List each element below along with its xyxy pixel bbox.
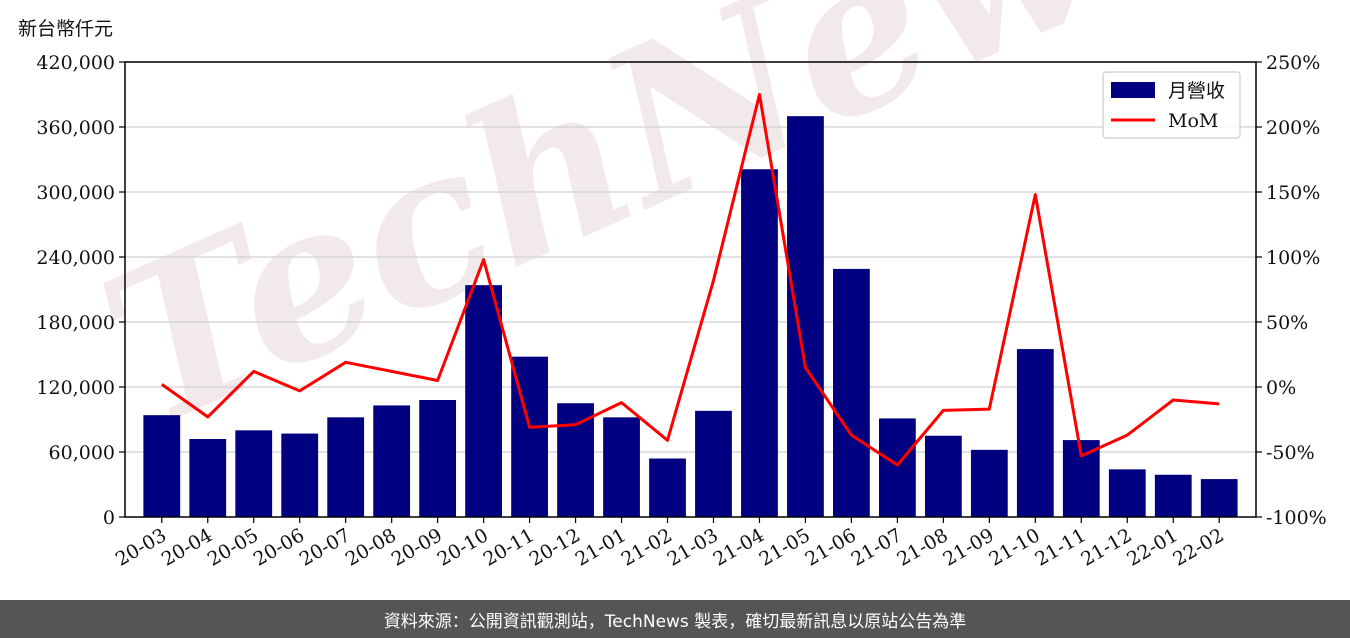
x-tick-label: 21-10 bbox=[985, 524, 1043, 570]
bar bbox=[373, 405, 411, 517]
x-tick-label: 20-04 bbox=[158, 524, 216, 570]
bar bbox=[1200, 479, 1238, 517]
bar bbox=[1154, 474, 1192, 517]
bar bbox=[327, 417, 365, 517]
x-tick-label: 21-03 bbox=[664, 524, 722, 570]
x-tick-label: 20-03 bbox=[112, 524, 170, 570]
y-left-tick-label: 360,000 bbox=[36, 117, 115, 139]
x-tick-label: 20-07 bbox=[296, 524, 354, 570]
x-tick-label: 21-01 bbox=[572, 524, 630, 570]
bar bbox=[970, 449, 1008, 517]
bar bbox=[695, 410, 732, 517]
x-tick-label: 21-06 bbox=[801, 524, 859, 570]
x-tick-label: 21-07 bbox=[847, 524, 905, 570]
bar bbox=[924, 435, 962, 517]
y-left-tick-label: 120,000 bbox=[36, 377, 115, 399]
x-tick-label: 21-12 bbox=[1077, 524, 1135, 570]
x-tick-label: 21-11 bbox=[1031, 524, 1089, 570]
x-tick-label: 20-06 bbox=[250, 524, 308, 570]
x-tick-label: 21-04 bbox=[710, 524, 768, 570]
y-right-tick-label: 200% bbox=[1266, 117, 1320, 139]
bar bbox=[143, 415, 181, 517]
x-tick-label: 21-02 bbox=[618, 524, 676, 570]
bar bbox=[603, 417, 640, 517]
legend-bar-swatch bbox=[1111, 82, 1155, 98]
y-right-tick-label: -100% bbox=[1266, 507, 1327, 529]
y-right-tick-label: 50% bbox=[1266, 312, 1308, 334]
y-left-tick-label: 420,000 bbox=[36, 52, 115, 74]
x-tick-label: 20-08 bbox=[342, 524, 400, 570]
bar bbox=[465, 285, 502, 517]
plot-frame bbox=[124, 61, 1257, 518]
bar bbox=[419, 400, 457, 517]
source-footer: 資料來源：公開資訊觀測站，TechNews 製表，確切最新訊息以原站公告為準 bbox=[0, 600, 1350, 638]
x-tick-label: 20-05 bbox=[204, 524, 262, 570]
bar bbox=[649, 458, 686, 517]
bar bbox=[189, 439, 227, 517]
bar bbox=[281, 433, 319, 517]
y-right-tick-label: -50% bbox=[1266, 442, 1315, 464]
bar bbox=[557, 403, 594, 517]
x-tick-label: 20-10 bbox=[434, 524, 492, 570]
y-right-tick-label: 150% bbox=[1266, 182, 1320, 204]
y-left-tick-label: 0 bbox=[103, 507, 115, 529]
y-left-tick-label: 300,000 bbox=[36, 182, 115, 204]
y-right-tick-label: 0% bbox=[1266, 377, 1296, 399]
bar bbox=[833, 268, 870, 517]
legend-label-revenue: 月營收 bbox=[1168, 80, 1225, 102]
bar bbox=[879, 418, 916, 517]
mom-line bbox=[160, 93, 1220, 467]
bar bbox=[1108, 469, 1146, 517]
y-right-tick-label: 250% bbox=[1266, 52, 1320, 74]
bar bbox=[787, 116, 824, 518]
watermark-logo: TechNews bbox=[70, 0, 1240, 476]
revenue-chart: TechNews 0 60,000 120,000 180,000 240,000 300,… bbox=[36, 0, 1327, 571]
y-right-tick-label: 100% bbox=[1266, 247, 1320, 269]
bar bbox=[235, 430, 273, 517]
legend-label-mom: MoM bbox=[1168, 110, 1218, 132]
y-left-tick-label: 60,000 bbox=[49, 442, 115, 464]
y-left-tick-label: 240,000 bbox=[36, 247, 115, 269]
y-axis-unit-label: 新台幣仟元 bbox=[18, 18, 114, 40]
x-tick-label: 21-08 bbox=[893, 524, 951, 570]
bar bbox=[741, 169, 778, 517]
x-tick-label: 22-01 bbox=[1123, 524, 1181, 570]
x-tick-label: 20-11 bbox=[480, 524, 538, 570]
x-tick-label: 20-12 bbox=[526, 524, 584, 570]
x-tick-label: 22-02 bbox=[1169, 524, 1227, 570]
x-tick-label: 21-09 bbox=[939, 524, 997, 570]
x-tick-label: 20-09 bbox=[388, 524, 446, 570]
x-tick-label: 21-05 bbox=[755, 524, 813, 570]
y-left-tick-label: 180,000 bbox=[36, 312, 115, 334]
bar bbox=[1016, 349, 1054, 517]
